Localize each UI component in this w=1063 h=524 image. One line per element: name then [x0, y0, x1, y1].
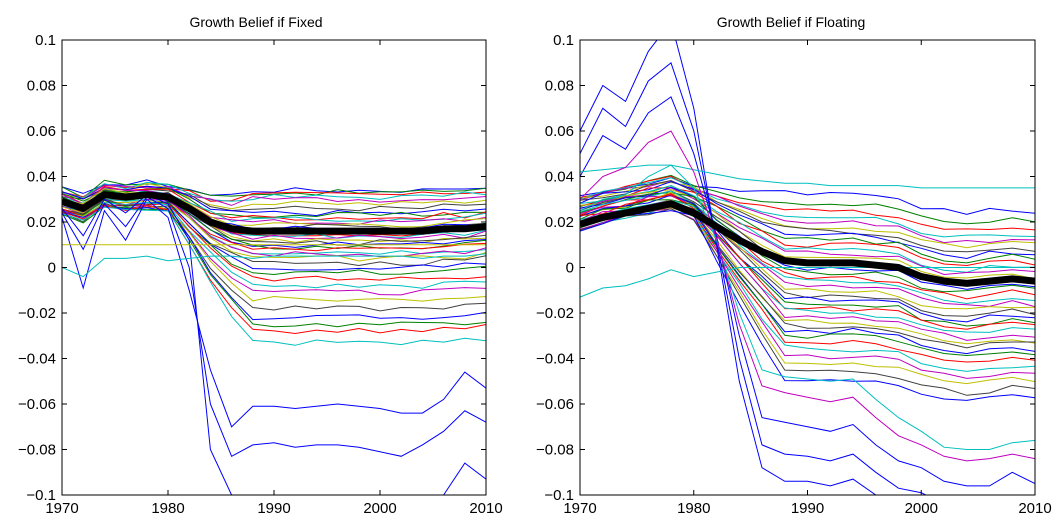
country-line	[580, 180, 1035, 244]
country-line	[62, 185, 486, 217]
country-line	[580, 189, 1035, 280]
outlier-line	[580, 96, 1035, 487]
axis-ticks: −0.1 −0.08 −0.06 −0.04 −0.02 0 0.02 0.04 0.06 0.0…	[18, 32, 503, 517]
country-line	[62, 186, 486, 225]
country-line	[580, 185, 1035, 273]
outlier-line	[580, 40, 877, 495]
y-tick-label: −0.1	[544, 487, 574, 504]
country-line	[62, 203, 486, 282]
country-line	[62, 199, 486, 276]
x-tick-label: 1990	[791, 500, 824, 517]
country-line	[580, 206, 1035, 385]
country-line	[580, 208, 1035, 379]
country-line	[580, 186, 1035, 290]
x-tick-label: 1980	[677, 500, 710, 517]
country-line	[62, 206, 486, 328]
chart-title: Growth Belief if Fixed	[189, 14, 322, 30]
outlier-line	[580, 164, 1035, 450]
outlier-line	[580, 130, 1035, 462]
country-line	[580, 179, 1035, 253]
country-line	[62, 179, 486, 196]
mean-belief-line	[580, 200, 1035, 287]
y-tick-label: 0.1	[553, 32, 574, 49]
x-tick-label: 2010	[1018, 500, 1051, 517]
mean-line	[580, 200, 1035, 287]
country-line	[62, 198, 486, 255]
country-line	[62, 206, 486, 346]
x-tick-label: 1990	[257, 500, 290, 517]
plot-lines	[580, 40, 1035, 495]
outlier-line	[62, 196, 486, 458]
country-line	[580, 190, 1035, 305]
y-tick-label: −0.06	[536, 396, 574, 413]
y-tick-label: −0.02	[18, 305, 56, 322]
y-tick-label: 0	[566, 260, 574, 277]
chart-title: Growth Belief if Floating	[717, 14, 866, 30]
y-tick-label: −0.02	[536, 305, 574, 322]
country-line	[580, 181, 1035, 260]
y-tick-label: 0.04	[27, 169, 56, 186]
country-line	[62, 206, 486, 321]
y-tick-label: 0.06	[545, 123, 574, 140]
outlier-line	[580, 267, 1035, 298]
country-line	[580, 199, 1035, 327]
country-line	[62, 182, 486, 210]
mean-line	[62, 191, 486, 235]
country-line	[580, 208, 1035, 396]
country-line	[62, 201, 486, 289]
x-tick-label: 1980	[151, 500, 184, 517]
y-tick-label: −0.1	[26, 487, 56, 504]
outlier-line	[62, 253, 486, 278]
country-line	[62, 205, 486, 335]
chart-panel-fixed: Growth Belief if Fixed −0.1−0.08−0.06−0.…	[18, 14, 503, 517]
y-tick-label: 0.06	[27, 123, 56, 140]
x-tick-label: 2000	[363, 500, 396, 517]
x-tick-label: 2010	[469, 500, 502, 517]
axis-ticks: −0.1 −0.08 −0.06 −0.04 −0.02 0 0.02 0.04 0.06 0.0…	[536, 32, 1052, 517]
country-line	[580, 210, 1035, 401]
chart-panel-floating: Growth Belief if Floating −0.1 −0.08 −0.06…	[536, 14, 1052, 517]
y-tick-label: 0.08	[545, 78, 574, 95]
country-line	[580, 194, 1035, 330]
mean-belief-line	[62, 191, 486, 235]
country-line	[580, 175, 1035, 231]
y-tick-label: 0.08	[27, 78, 56, 95]
y-tick-label: 0	[48, 260, 56, 277]
country-line	[62, 203, 486, 296]
country-line	[62, 184, 486, 206]
x-tick-label: 1970	[45, 500, 78, 517]
country-line	[62, 196, 486, 250]
country-line	[580, 177, 1035, 238]
y-tick-label: −0.08	[18, 442, 56, 459]
country-line	[580, 195, 1035, 308]
outlier-line	[580, 164, 1035, 189]
y-tick-label: 0.04	[545, 169, 574, 186]
axes-frame	[61, 39, 487, 496]
y-tick-label: 0.02	[545, 214, 574, 231]
outlier-line	[580, 61, 927, 495]
country-line	[62, 200, 486, 262]
y-tick-label: −0.04	[536, 351, 574, 368]
y-tick-label: −0.06	[18, 396, 56, 413]
x-tick-label: 2000	[905, 500, 938, 517]
country-line	[580, 192, 1035, 293]
x-tick-label: 1970	[563, 500, 596, 517]
y-tick-label: −0.04	[18, 351, 56, 368]
country-line	[62, 188, 486, 228]
y-tick-label: −0.08	[536, 442, 574, 459]
outlier-line	[62, 198, 486, 428]
y-tick-label: 0.1	[35, 32, 56, 49]
y-tick-label: 0.02	[27, 214, 56, 231]
outlier-line	[62, 194, 486, 495]
country-line	[580, 177, 1035, 215]
